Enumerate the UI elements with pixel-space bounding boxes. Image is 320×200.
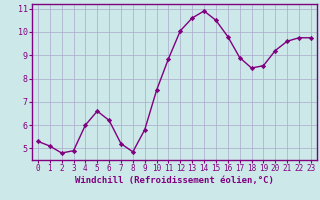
X-axis label: Windchill (Refroidissement éolien,°C): Windchill (Refroidissement éolien,°C)	[75, 176, 274, 185]
